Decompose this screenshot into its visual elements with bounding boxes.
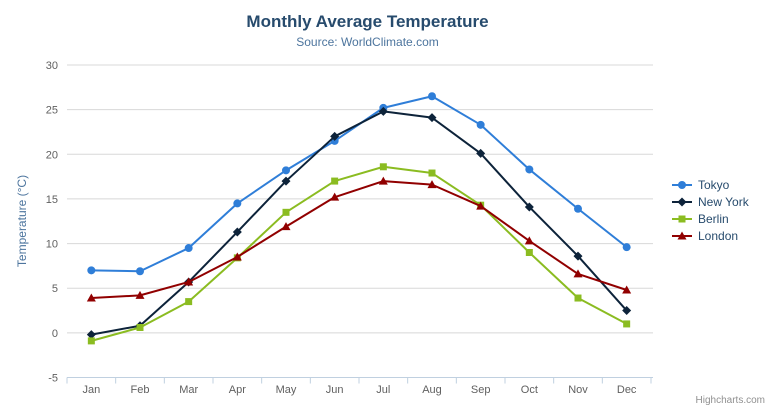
x-axis-label: Nov	[568, 384, 588, 396]
data-point-marker[interactable]	[678, 215, 686, 222]
x-axis-label: May	[276, 384, 297, 396]
y-axis-label: -5	[48, 373, 58, 385]
legend-label: Tokyo	[698, 177, 730, 192]
legend-item-tokyo[interactable]: Tokyo	[671, 176, 749, 193]
data-point-marker[interactable]	[233, 199, 242, 208]
data-point-marker[interactable]	[135, 290, 145, 299]
x-axis-label: Jan	[82, 384, 100, 396]
series-new-york	[86, 106, 632, 340]
data-point-marker[interactable]	[136, 324, 144, 331]
data-point-marker[interactable]	[623, 320, 631, 328]
data-point-marker[interactable]	[184, 244, 193, 253]
legend-item-new-york[interactable]: New York	[671, 193, 749, 210]
legend-marker-circle-icon	[672, 180, 692, 189]
data-point-marker[interactable]	[622, 306, 632, 316]
legend-marker-diamond-icon	[672, 197, 692, 206]
data-point-marker[interactable]	[622, 285, 632, 294]
data-point-marker[interactable]	[330, 131, 340, 141]
data-point-marker[interactable]	[379, 163, 387, 171]
data-point-marker[interactable]	[427, 113, 437, 123]
data-point-marker[interactable]	[282, 166, 290, 175]
y-axis-title: Temperature (°C)	[15, 174, 29, 268]
series-london	[86, 176, 632, 302]
data-point-marker[interactable]	[281, 176, 291, 186]
series-line-new-york[interactable]	[91, 110, 628, 336]
data-point-marker[interactable]	[185, 298, 193, 306]
legend-item-london[interactable]: London	[671, 227, 749, 244]
data-point-marker[interactable]	[677, 231, 687, 239]
data-point-marker[interactable]	[525, 249, 533, 256]
legend-marker-square-icon	[672, 215, 692, 222]
x-axis-label: Jul	[376, 384, 390, 396]
data-point-marker[interactable]	[232, 252, 242, 261]
x-axis-label: Aug	[422, 384, 442, 396]
data-point-marker[interactable]	[525, 165, 534, 174]
y-axis-label: 0	[52, 328, 58, 340]
data-point-marker[interactable]	[281, 222, 291, 231]
data-point-marker[interactable]	[136, 267, 144, 276]
data-point-marker[interactable]	[232, 227, 242, 237]
data-point-marker[interactable]	[282, 208, 290, 216]
data-point-marker[interactable]	[574, 204, 582, 213]
x-axis-label: Apr	[229, 384, 246, 396]
credits-link[interactable]: Highcharts.com	[695, 395, 765, 406]
data-point-marker[interactable]	[184, 277, 194, 286]
y-axis-label: 25	[46, 105, 58, 117]
data-point-marker[interactable]	[574, 294, 582, 302]
chart-subtitle: Source: WorldClimate.com	[296, 35, 439, 49]
data-point-marker[interactable]	[678, 180, 686, 189]
data-point-marker[interactable]	[476, 120, 485, 129]
data-point-marker[interactable]	[86, 330, 96, 340]
data-point-marker[interactable]	[622, 243, 631, 252]
data-point-marker[interactable]	[427, 180, 437, 189]
legend-item-berlin[interactable]: Berlin	[671, 210, 749, 227]
legend: Tokyo New York Berlin London	[671, 176, 749, 244]
data-point-marker[interactable]	[573, 251, 583, 261]
chart-title: Monthly Average Temperature	[246, 12, 489, 31]
y-axis-label: 30	[46, 60, 58, 72]
data-point-marker[interactable]	[378, 176, 388, 185]
legend-label: London	[698, 228, 739, 243]
context-menu-button[interactable]	[728, 17, 752, 39]
data-point-marker[interactable]	[330, 192, 340, 201]
data-point-marker[interactable]	[87, 266, 96, 275]
legend-label: Berlin	[698, 211, 729, 226]
y-axis-label: 5	[52, 283, 58, 295]
data-point-marker[interactable]	[87, 337, 95, 345]
series-line-london[interactable]	[91, 180, 627, 300]
y-axis-label: 20	[46, 149, 58, 161]
x-axis-label: Sep	[471, 384, 491, 396]
series-tokyo	[87, 92, 631, 276]
data-point-marker[interactable]	[573, 269, 583, 278]
data-point-marker[interactable]	[378, 106, 388, 116]
legend-label: New York	[698, 194, 749, 209]
x-axis-label: Dec	[617, 384, 637, 396]
y-axis-label: 10	[46, 239, 58, 251]
legend-marker-triangle-icon	[672, 231, 692, 239]
y-axis-label: 15	[46, 194, 58, 206]
data-point-marker[interactable]	[428, 169, 436, 177]
data-point-marker[interactable]	[524, 236, 534, 245]
series-line-tokyo[interactable]	[91, 95, 628, 273]
data-point-marker[interactable]	[476, 201, 486, 210]
data-point-marker[interactable]	[331, 177, 339, 185]
data-point-marker[interactable]	[428, 92, 436, 101]
x-axis-label: Mar	[179, 384, 198, 396]
data-point-marker[interactable]	[476, 148, 486, 158]
data-point-marker[interactable]	[677, 197, 687, 206]
data-point-marker[interactable]	[86, 293, 96, 302]
x-axis-label: Oct	[521, 384, 538, 396]
data-point-marker[interactable]	[524, 202, 534, 212]
x-axis-label: Feb	[131, 384, 150, 396]
x-axis-label: Jun	[326, 384, 344, 396]
series-line-berlin[interactable]	[91, 165, 628, 342]
